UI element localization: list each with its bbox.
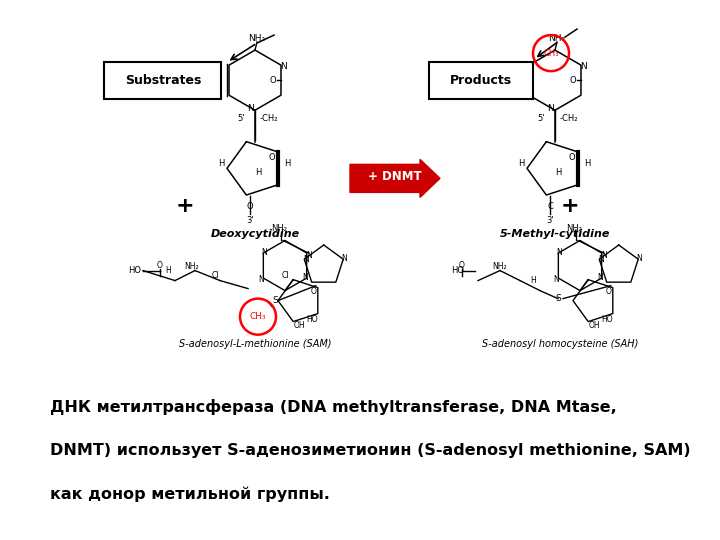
Text: N: N — [248, 104, 254, 113]
Text: S-adenosyl-L-methionine (SAM): S-adenosyl-L-methionine (SAM) — [179, 339, 331, 349]
Text: H: H — [255, 168, 261, 177]
FancyArrow shape — [350, 159, 440, 198]
Text: DNMT) использует S-аденозиметионин (S-adenosyl methionine, SAM): DNMT) использует S-аденозиметионин (S-ad… — [50, 443, 691, 458]
Text: C: C — [547, 202, 553, 211]
Text: N: N — [306, 251, 312, 260]
Text: 3': 3' — [546, 216, 554, 225]
Text: ДНК метилтрансфераза (DNA methyltransferase, DNA Mtase,: ДНК метилтрансфераза (DNA methyltransfer… — [50, 399, 617, 415]
Text: N: N — [636, 254, 642, 262]
Text: N: N — [580, 62, 588, 71]
Text: H: H — [518, 159, 524, 168]
Text: -CH₂: -CH₂ — [560, 114, 578, 123]
Text: N: N — [597, 273, 603, 281]
Text: N: N — [548, 104, 554, 113]
Text: NH₂: NH₂ — [185, 262, 199, 271]
Text: Deoxycytidine: Deoxycytidine — [210, 230, 300, 239]
Text: O: O — [570, 76, 576, 85]
Text: O: O — [270, 76, 276, 85]
Text: +: + — [561, 197, 580, 217]
Text: N: N — [303, 255, 309, 264]
Text: OH: OH — [293, 321, 305, 330]
Text: N: N — [281, 62, 287, 71]
Text: +: + — [176, 197, 194, 217]
Text: N: N — [598, 255, 604, 264]
Text: NH₂: NH₂ — [566, 224, 582, 233]
Text: O: O — [269, 153, 275, 161]
Text: HO: HO — [601, 315, 613, 324]
Text: O: O — [157, 261, 163, 270]
Text: NH₂: NH₂ — [549, 33, 566, 43]
Text: H: H — [555, 168, 561, 177]
Text: 5-Methyl-cytidine: 5-Methyl-cytidine — [500, 230, 610, 239]
Text: H: H — [165, 266, 171, 275]
Text: O: O — [310, 287, 316, 296]
Text: HO: HO — [128, 266, 142, 275]
Text: H: H — [218, 159, 224, 168]
Text: N: N — [258, 274, 264, 284]
Text: O: O — [606, 287, 611, 296]
Text: 5': 5' — [537, 114, 545, 123]
Text: H: H — [530, 276, 536, 285]
Text: -CH₂: -CH₂ — [260, 114, 279, 123]
Text: O: O — [569, 153, 575, 161]
Text: N: N — [341, 254, 347, 262]
Text: N: N — [557, 247, 562, 256]
Text: NH₂: NH₂ — [492, 262, 508, 271]
Text: S-adenosyl homocysteine (SAH): S-adenosyl homocysteine (SAH) — [482, 339, 638, 349]
Text: HO: HO — [451, 266, 464, 275]
Text: HO: HO — [306, 315, 318, 324]
Text: Substrates: Substrates — [125, 73, 201, 86]
Text: CH₃: CH₃ — [544, 49, 559, 58]
Text: NH₂: NH₂ — [271, 224, 287, 233]
Text: 5': 5' — [238, 114, 245, 123]
Text: CH₃: CH₃ — [250, 312, 266, 321]
Text: + DNMT: + DNMT — [368, 170, 422, 183]
Text: как донор метильной группы.: как донор метильной группы. — [50, 487, 330, 502]
Text: S: S — [555, 294, 561, 303]
Text: 3': 3' — [246, 216, 254, 225]
Text: H: H — [584, 159, 590, 168]
Text: OH: OH — [588, 321, 600, 330]
Text: N: N — [554, 274, 559, 284]
Text: N: N — [261, 247, 267, 256]
FancyBboxPatch shape — [429, 62, 533, 99]
FancyBboxPatch shape — [104, 62, 221, 99]
Text: O: O — [459, 261, 465, 270]
Text: NH₂: NH₂ — [248, 33, 266, 43]
Text: Cl: Cl — [282, 271, 289, 280]
Text: H: H — [284, 159, 290, 168]
Text: Cl: Cl — [211, 271, 219, 280]
Text: O: O — [247, 202, 253, 211]
Text: Products: Products — [450, 73, 512, 86]
Text: N: N — [600, 251, 606, 260]
Text: N: N — [302, 273, 307, 281]
Text: S: S — [272, 296, 278, 305]
